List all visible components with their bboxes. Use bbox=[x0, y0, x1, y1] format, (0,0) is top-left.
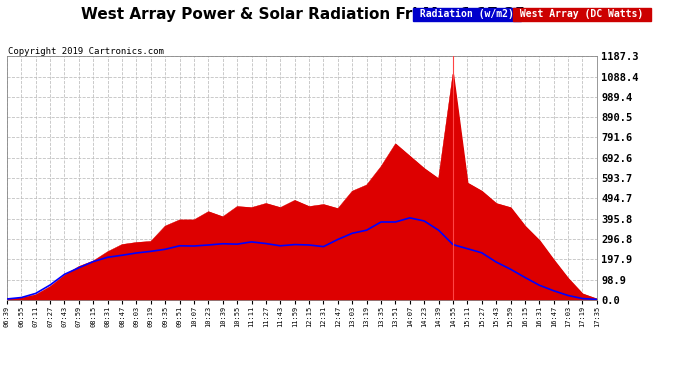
Text: West Array (DC Watts): West Array (DC Watts) bbox=[514, 9, 649, 20]
Text: Copyright 2019 Cartronics.com: Copyright 2019 Cartronics.com bbox=[8, 47, 164, 56]
Text: West Array Power & Solar Radiation Fri Mar 1 17:35: West Array Power & Solar Radiation Fri M… bbox=[81, 8, 526, 22]
Text: Radiation (w/m2): Radiation (w/m2) bbox=[414, 9, 520, 20]
